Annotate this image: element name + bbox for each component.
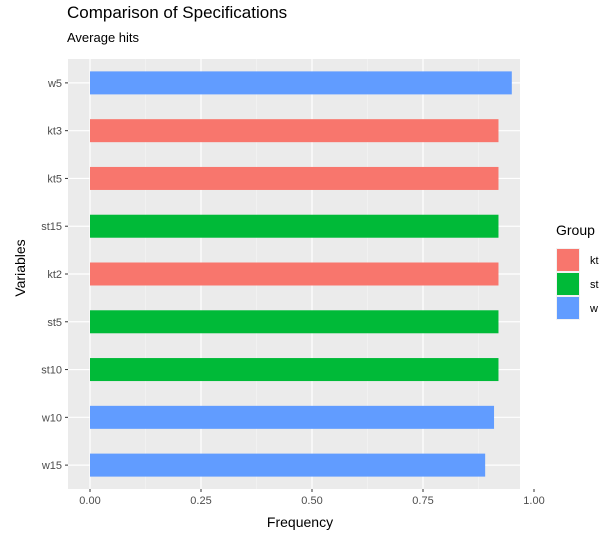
y-axis: w5 kt3 kt5 st15 kt2 st5 st10 w10 w15 (41, 78, 68, 472)
bar-w10 (90, 405, 495, 429)
y-tick-label: w5 (47, 78, 62, 90)
bar-kt2 (90, 262, 499, 286)
legend-swatch-kt (557, 249, 579, 271)
x-tick-label: 0.00 (79, 495, 100, 507)
x-tick-label: 0.50 (301, 495, 322, 507)
bar-st10 (90, 358, 499, 382)
x-axis-label: Frequency (267, 514, 333, 530)
y-tick-label: st5 (47, 317, 62, 329)
bars (90, 71, 512, 477)
bar-st15 (90, 214, 499, 238)
legend-label: w (589, 303, 598, 315)
legend-label: st (590, 279, 599, 291)
legend-swatch-st (557, 273, 579, 295)
y-tick-label: st10 (41, 365, 62, 377)
y-tick-label: st15 (41, 221, 62, 233)
y-tick-label: kt2 (47, 269, 62, 281)
chart-subtitle: Average hits (67, 30, 140, 45)
bar-w15 (90, 453, 486, 477)
bar-w5 (90, 71, 512, 95)
x-tick-label: 1.00 (523, 495, 544, 507)
x-tick-label: 0.25 (190, 495, 211, 507)
legend-label: kt (590, 255, 599, 267)
bar-kt3 (90, 119, 499, 143)
bar-kt5 (90, 166, 499, 190)
x-tick-label: 0.75 (412, 495, 433, 507)
chart-title: Comparison of Specifications (67, 3, 287, 22)
y-tick-label: w10 (41, 412, 62, 424)
x-axis: 0.00 0.25 0.50 0.75 1.00 (79, 489, 545, 507)
bar-st5 (90, 310, 499, 334)
y-axis-label: Variables (12, 239, 28, 296)
y-tick-label: kt3 (47, 126, 62, 138)
legend-swatch-w (557, 297, 579, 319)
legend-title: Group (556, 222, 595, 238)
legend: Group kt st w (556, 222, 599, 320)
y-tick-label: w15 (41, 460, 62, 472)
y-tick-label: kt5 (47, 173, 62, 185)
